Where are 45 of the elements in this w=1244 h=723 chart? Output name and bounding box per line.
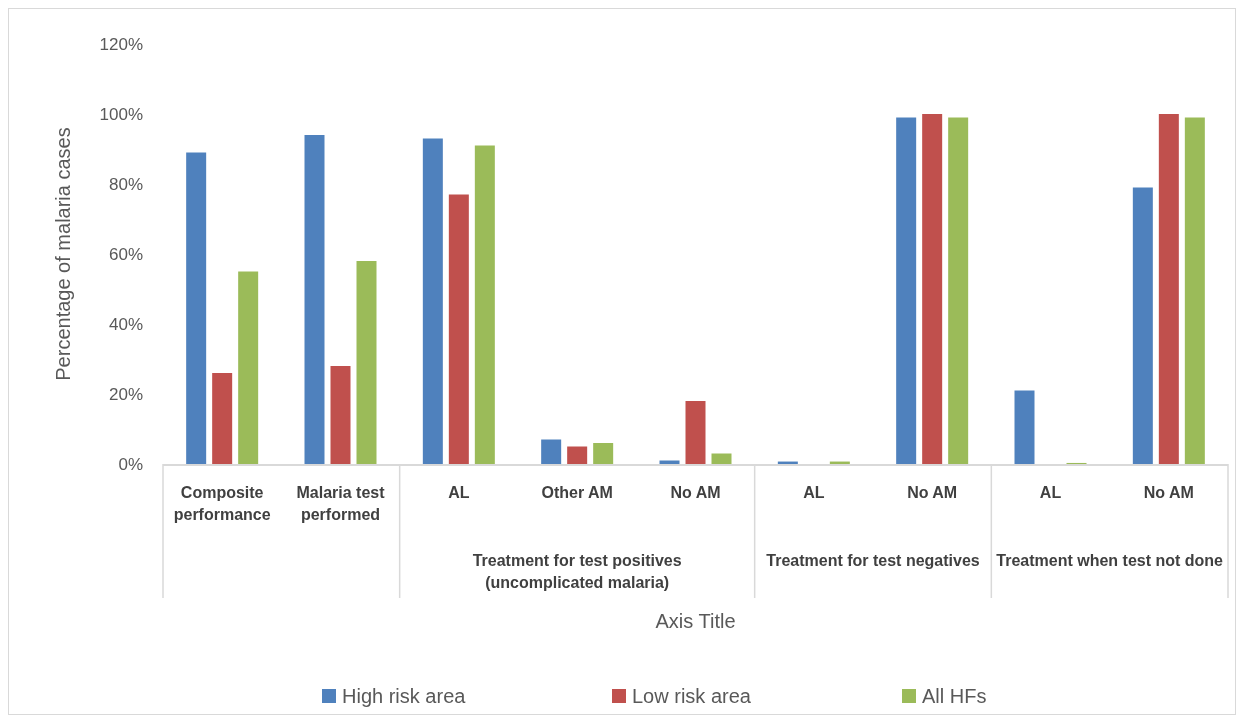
x-tick-label: AL <box>803 484 825 501</box>
y-tick-label: 20% <box>108 384 143 404</box>
bar <box>1132 187 1153 464</box>
bar <box>212 373 233 464</box>
x-tick-label: No AM <box>907 484 958 501</box>
x-tick-label: Malaria test performed <box>296 484 386 523</box>
bar <box>422 138 443 464</box>
bar <box>186 152 207 464</box>
x-tick-label: Other AM <box>541 484 613 501</box>
bar <box>1158 114 1179 464</box>
bar <box>356 261 377 464</box>
y-tick-label: 60% <box>108 244 143 264</box>
bar <box>711 453 732 464</box>
legend-label: All HFs <box>922 685 987 707</box>
text: Treatment when test not done <box>996 552 1224 569</box>
legend-label: Low risk area <box>632 685 752 707</box>
legend-label: High risk area <box>342 685 467 707</box>
y-tick-label: 80% <box>108 174 143 194</box>
bar <box>541 439 562 464</box>
x-tick-label: AL <box>448 484 470 501</box>
text: Treatment for test positives (uncomplicated malaria) <box>472 552 682 591</box>
x-tick-label: No AM <box>1143 484 1194 501</box>
x-axis-title: Axis Title <box>655 610 736 632</box>
x-tick-label: Composite performance <box>173 484 271 523</box>
bar <box>685 401 706 464</box>
bar <box>448 194 469 464</box>
bar <box>948 117 969 464</box>
y-tick-label: 120% <box>99 34 143 54</box>
bar <box>304 135 325 464</box>
y-tick-label: 0% <box>118 454 143 474</box>
text: Treatment for test negatives <box>766 552 980 569</box>
bar <box>1014 390 1035 464</box>
bar <box>922 114 943 464</box>
x-tick-label: No AM <box>670 484 721 501</box>
bar <box>330 366 351 464</box>
y-axis-title: Percentage of malaria cases <box>52 127 74 381</box>
x-tick-label: AL <box>1039 484 1062 501</box>
bar <box>474 145 495 464</box>
bar <box>593 443 614 464</box>
bar <box>1184 117 1205 464</box>
bar <box>896 117 917 464</box>
y-tick-label: 40% <box>108 314 143 334</box>
bar <box>567 446 588 464</box>
bar <box>238 271 259 464</box>
y-tick-label: 100% <box>99 104 143 124</box>
